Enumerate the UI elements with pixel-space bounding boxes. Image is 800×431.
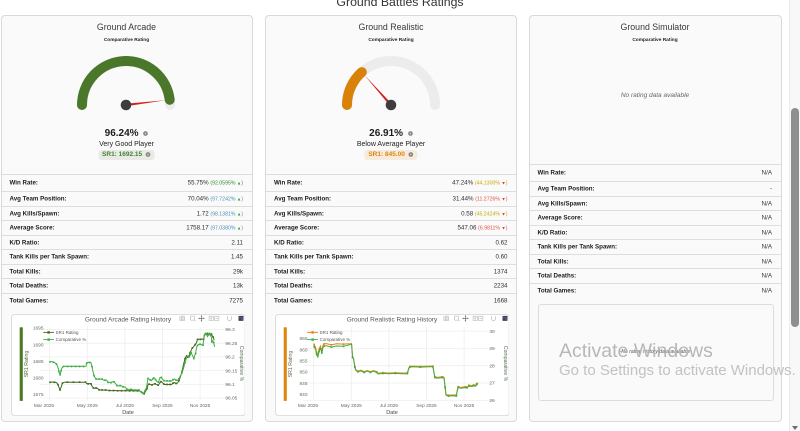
svg-text:Comparative %: Comparative % — [55, 338, 86, 343]
svg-text:Nov 2025: Nov 2025 — [453, 403, 474, 409]
svg-text:Mar 2025: Mar 2025 — [33, 403, 54, 409]
svg-text:27: 27 — [489, 381, 495, 387]
svg-text:Sep 2025: Sep 2025 — [416, 403, 437, 409]
svg-text:96.15: 96.15 — [225, 369, 237, 375]
svg-text:28: 28 — [489, 364, 495, 370]
svg-text:Comparative %: Comparative % — [319, 338, 350, 343]
svg-text:SR1 Rating: SR1 Rating — [55, 330, 78, 335]
svg-text:1685: 1685 — [32, 359, 43, 365]
svg-text:Jul 2025: Jul 2025 — [379, 403, 397, 409]
svg-text:845: 845 — [299, 381, 307, 387]
svg-text:Nov 2025: Nov 2025 — [189, 403, 210, 409]
svg-text:26: 26 — [489, 398, 495, 404]
svg-text:96.05: 96.05 — [225, 396, 237, 402]
svg-text:96.2: 96.2 — [225, 355, 235, 361]
svg-text:865: 865 — [299, 337, 307, 343]
svg-text:840: 840 — [299, 392, 307, 398]
svg-text:855: 855 — [299, 359, 307, 365]
svg-text:SR1 Rating: SR1 Rating — [319, 330, 342, 335]
svg-text:29: 29 — [489, 346, 495, 352]
svg-text:May 2025: May 2025 — [76, 403, 97, 409]
svg-text:96.1: 96.1 — [225, 382, 235, 388]
svg-text:1695: 1695 — [32, 326, 43, 332]
svg-text:30: 30 — [489, 329, 495, 335]
svg-text:Comparative %: Comparative % — [501, 346, 507, 382]
svg-text:May 2025: May 2025 — [340, 403, 361, 409]
svg-text:1680: 1680 — [32, 376, 43, 382]
svg-text:Date: Date — [386, 410, 398, 416]
svg-text:SR1 Rating: SR1 Rating — [23, 351, 29, 378]
svg-text:Sep 2025: Sep 2025 — [152, 403, 173, 409]
svg-text:96.3: 96.3 — [225, 327, 235, 333]
svg-text:96.25: 96.25 — [225, 341, 237, 347]
svg-text:Mar 2025: Mar 2025 — [297, 403, 318, 409]
svg-text:1690: 1690 — [32, 343, 43, 349]
svg-text:Ground Realistic Rating Histor: Ground Realistic Rating History — [346, 317, 437, 324]
svg-text:Jul 2025: Jul 2025 — [115, 403, 133, 409]
svg-text:860: 860 — [299, 348, 307, 354]
svg-text:SR1 Rating: SR1 Rating — [287, 351, 293, 378]
svg-text:850: 850 — [299, 370, 307, 376]
svg-text:Date: Date — [122, 410, 134, 416]
svg-text:Comparative %: Comparative % — [237, 346, 243, 382]
svg-text:1675: 1675 — [32, 392, 43, 398]
svg-text:Ground Arcade Rating History: Ground Arcade Rating History — [84, 317, 171, 324]
